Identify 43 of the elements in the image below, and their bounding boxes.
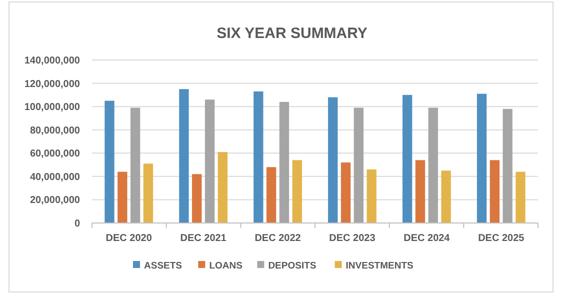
- bar: [476, 94, 487, 223]
- y-tick-label: 80,000,000: [30, 125, 80, 136]
- bar: [118, 172, 128, 223]
- legend-label: LOANS: [209, 260, 242, 272]
- y-tick-label: 120,000,000: [24, 78, 80, 90]
- bar: [279, 102, 290, 223]
- bar: [328, 97, 338, 223]
- bar: [204, 100, 215, 223]
- x-tick-label: DEC 2024: [404, 233, 450, 244]
- bar: [490, 160, 500, 223]
- bar: [402, 94, 412, 223]
- bar: [366, 169, 376, 223]
- bar: [340, 162, 351, 223]
- y-tick-label: 60,000,000: [30, 148, 80, 160]
- x-tick-label: DEC 2023: [329, 233, 376, 244]
- bar: [266, 167, 276, 223]
- bar: [428, 108, 438, 223]
- y-tick-label: 40,000,000: [30, 172, 80, 183]
- legend-label: ASSETS: [144, 260, 182, 272]
- bar: [192, 174, 202, 223]
- x-tick-label: DEC 2021: [180, 233, 227, 244]
- y-tick-label: 20,000,000: [30, 195, 80, 206]
- bar: [415, 160, 426, 223]
- bar: [292, 160, 302, 223]
- bar: [179, 89, 189, 223]
- x-tick-label: DEC 2022: [254, 233, 302, 244]
- bar: [218, 152, 228, 223]
- bar: [441, 170, 451, 223]
- bar: [502, 108, 512, 223]
- bar: [104, 100, 114, 223]
- y-tick-label: 140,000,000: [24, 56, 80, 66]
- bar: [254, 91, 264, 223]
- y-tick-label: 100,000,000: [24, 102, 80, 114]
- bar: [143, 164, 154, 223]
- x-tick-label: DEC 2025: [478, 233, 525, 244]
- legend-label: DEPOSITS: [268, 260, 316, 272]
- bar: [130, 108, 140, 223]
- chart-title: SIX YEAR SUMMARY: [216, 25, 368, 42]
- legend-label: INVESTMENTS: [346, 260, 414, 272]
- x-tick-label: DEC 2020: [106, 233, 152, 244]
- bar: [516, 172, 526, 223]
- bar: [354, 108, 364, 223]
- y-tick-label: 0: [74, 218, 80, 230]
